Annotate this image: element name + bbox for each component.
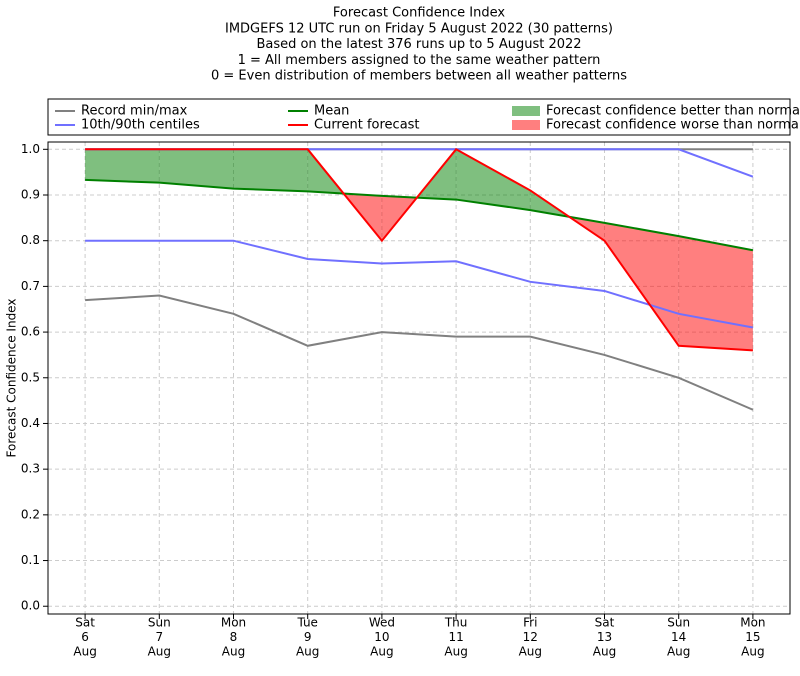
x-tick-label: 14 xyxy=(671,630,686,644)
chart-title: Forecast Confidence Index xyxy=(333,6,505,21)
y-tick-label: 0.3 xyxy=(21,462,40,476)
x-tick-label: 12 xyxy=(523,630,538,644)
x-tick-label: Sat xyxy=(595,616,615,630)
x-tick-label: Aug xyxy=(296,645,319,659)
x-tick-label: Aug xyxy=(444,645,467,659)
x-tick-label: Aug xyxy=(519,645,542,659)
x-tick-label: Sun xyxy=(667,616,690,630)
x-tick-label: 7 xyxy=(155,630,163,644)
y-tick-label: 0.2 xyxy=(21,507,40,521)
legend-label: 10th/90th centiles xyxy=(81,118,200,133)
fill-worse xyxy=(678,236,753,351)
band-min-line xyxy=(85,239,754,329)
x-tick-label: Aug xyxy=(741,645,764,659)
fill-better xyxy=(85,149,160,183)
x-tick-label: 15 xyxy=(745,630,760,644)
x-tick-label: Tue xyxy=(296,616,318,630)
band-min-line xyxy=(85,294,754,411)
x-tick-label: Mon xyxy=(740,616,765,630)
fill-worse xyxy=(604,222,679,346)
y-tick-label: 1.0 xyxy=(21,142,40,156)
chart-title: Based on the latest 376 runs up to 5 Aug… xyxy=(256,37,581,52)
x-tick-label: 11 xyxy=(448,630,463,644)
fill-better xyxy=(456,149,531,211)
x-tick-label: Sat xyxy=(75,616,95,630)
y-tick-label: 0.0 xyxy=(21,599,40,613)
x-tick-label: Aug xyxy=(148,645,171,659)
x-tick-label: Wed xyxy=(369,616,395,630)
legend-patch xyxy=(512,106,540,116)
chart-title: 1 = All members assigned to the same wea… xyxy=(238,53,601,68)
fill-better xyxy=(233,149,308,192)
x-tick-label: 13 xyxy=(597,630,612,644)
x-tick-label: 10 xyxy=(374,630,389,644)
y-tick-label: 0.1 xyxy=(21,553,40,567)
y-tick-label: 0.5 xyxy=(21,370,40,384)
x-tick-label: Aug xyxy=(370,645,393,659)
x-tick-label: Thu xyxy=(444,616,468,630)
chart-title: 0 = Even distribution of members between… xyxy=(211,69,627,84)
legend-box xyxy=(47,98,791,136)
series-line xyxy=(85,178,754,252)
x-tick-label: 6 xyxy=(81,630,89,644)
x-tick-label: Aug xyxy=(667,645,690,659)
x-tick-label: Aug xyxy=(73,645,96,659)
legend-label: Forecast confidence better than normal xyxy=(546,104,800,119)
chart-title: IMDGEFS 12 UTC run on Friday 5 August 20… xyxy=(225,21,613,36)
legend-label: Record min/max xyxy=(81,104,188,119)
x-tick-label: Mon xyxy=(221,616,246,630)
x-tick-label: Sun xyxy=(148,616,171,630)
x-tick-label: Aug xyxy=(222,645,245,659)
x-tick-label: 8 xyxy=(230,630,238,644)
y-tick-label: 0.4 xyxy=(21,416,40,430)
x-tick-label: 9 xyxy=(304,630,312,644)
y-tick-label: 0.6 xyxy=(21,325,40,339)
legend-label: Forecast confidence worse than normal xyxy=(546,118,800,133)
series-line xyxy=(85,148,753,352)
y-tick-label: 0.9 xyxy=(21,188,40,202)
legend-label: Current forecast xyxy=(314,118,420,133)
y-tick-label: 0.7 xyxy=(21,279,40,293)
plot-frame xyxy=(47,141,791,615)
legend-patch xyxy=(512,120,540,130)
x-tick-label: Fri xyxy=(523,616,537,630)
legend-label: Mean xyxy=(314,104,349,119)
y-tick-label: 0.8 xyxy=(21,233,40,247)
fill-better xyxy=(159,149,234,189)
y-axis-label: Forecast Confidence Index xyxy=(5,299,19,458)
x-tick-label: Aug xyxy=(593,645,616,659)
